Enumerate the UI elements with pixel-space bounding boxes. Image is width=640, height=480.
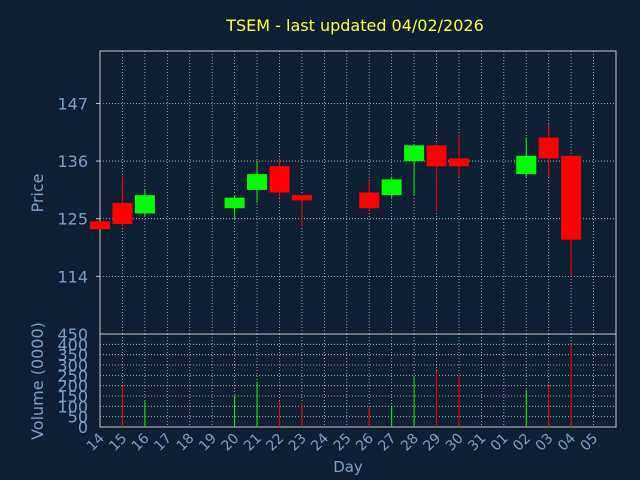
- x-tick-label: 28: [398, 431, 422, 455]
- price-frame: [99, 50, 617, 335]
- x-tick-label: 30: [443, 431, 467, 455]
- volume-tick-label: 250: [57, 366, 88, 385]
- price-panel: 114 125 136 147: [57, 50, 617, 335]
- candle-body: [269, 166, 290, 193]
- candle-body: [247, 174, 268, 190]
- volume-tick-label: 50: [68, 408, 88, 427]
- volume-tick-label: 300: [57, 356, 88, 375]
- volume-tick-label: 100: [57, 397, 88, 416]
- x-tick-label: 16: [129, 430, 153, 454]
- candle-body: [381, 179, 402, 196]
- x-axis-label: Day: [333, 458, 363, 476]
- volume-tick-label: 150: [57, 387, 88, 406]
- volume-tick-label: 350: [57, 346, 88, 365]
- x-tick-label: 22: [263, 431, 287, 455]
- x-tick-label: 15: [106, 431, 130, 455]
- candle-body: [561, 155, 582, 240]
- x-tick-label: 23: [286, 431, 310, 455]
- x-tick-label: 03: [533, 431, 557, 455]
- x-tick-label: 27: [376, 431, 400, 455]
- candle-body: [404, 145, 425, 162]
- price-tick-label: 136: [57, 152, 88, 171]
- candle-body: [516, 155, 537, 175]
- price-tick-label: 147: [57, 94, 88, 113]
- x-tick-label: 20: [219, 431, 243, 455]
- candle-body: [112, 202, 133, 224]
- candle-body: [448, 158, 469, 167]
- candle-body: [291, 195, 312, 201]
- x-tick-label: 24: [308, 430, 332, 454]
- x-tick-label: 04: [555, 430, 579, 454]
- x-tick-label: 17: [151, 431, 175, 455]
- candle-body: [224, 197, 245, 209]
- x-tick-label: 01: [488, 431, 512, 455]
- x-tick-label: 19: [196, 431, 220, 455]
- x-tick-label: 29: [420, 431, 444, 455]
- price-tick-label: 114: [57, 267, 88, 286]
- price-axis-label: Price: [28, 173, 47, 212]
- x-tick-label: 18: [174, 431, 198, 455]
- x-tick-label: 05: [577, 431, 601, 455]
- x-tick-label: 26: [353, 430, 377, 454]
- volume-tick-label: 450: [57, 325, 88, 344]
- x-tick-label: 25: [331, 431, 355, 455]
- price-tick-label: 125: [57, 210, 88, 229]
- x-tick-label: 31: [465, 431, 489, 455]
- x-tick-label: 02: [510, 431, 534, 455]
- candle-body: [134, 195, 155, 214]
- volume-panel: 1415161718192021222324252627282930310102…: [57, 325, 617, 455]
- chart-title: TSEM - last updated 04/02/2026: [225, 16, 484, 35]
- candle-body: [90, 221, 110, 230]
- candle-body: [538, 137, 559, 159]
- volume-tick-label: 0: [78, 418, 88, 437]
- candle-body: [359, 192, 380, 209]
- volume-tick-label: 400: [57, 335, 88, 354]
- volume-frame: [99, 333, 617, 428]
- candle-body: [426, 145, 447, 167]
- volume-tick-label: 200: [57, 377, 88, 396]
- volume-axis-label: Volume (0000): [28, 322, 47, 440]
- x-tick-label: 21: [241, 431, 265, 455]
